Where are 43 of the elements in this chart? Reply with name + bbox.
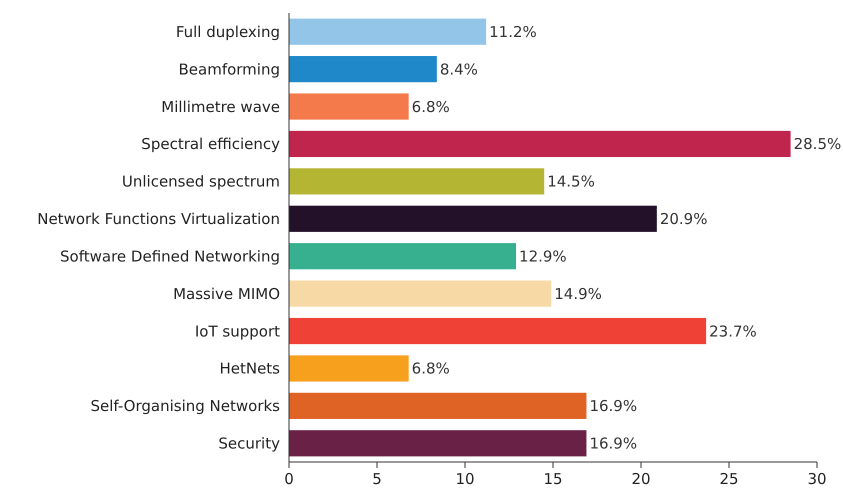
bar <box>289 130 791 158</box>
x-tick-label: 30 <box>807 470 827 488</box>
y-tick-label: Self-Organising Networks <box>90 397 280 416</box>
data-label: 6.8% <box>412 98 450 116</box>
bar <box>289 168 544 194</box>
x-tick-label: 10 <box>455 470 475 488</box>
data-label: 16.9% <box>589 397 638 416</box>
y-tick-label: Unlicensed spectrum <box>122 172 280 191</box>
bar <box>289 430 586 456</box>
x-tick-label: 25 <box>719 470 739 488</box>
y-tick-label: Millimetre wave <box>161 98 280 116</box>
y-tick-label: Spectral efficiency <box>141 135 280 154</box>
y-tick-label: HetNets <box>219 360 280 378</box>
data-label: 28.5% <box>794 135 842 154</box>
y-tick-label: Full duplexing <box>176 22 280 41</box>
data-label: 16.9% <box>589 434 638 453</box>
y-tick-label: IoT support <box>194 322 280 340</box>
bar <box>289 93 409 120</box>
data-label: 8.4% <box>440 60 478 78</box>
bar <box>289 318 706 344</box>
bar <box>289 243 516 270</box>
data-label: 14.5% <box>547 172 595 191</box>
x-tick-label: 5 <box>372 470 382 488</box>
x-tick-label: 15 <box>543 470 563 488</box>
bar <box>289 56 437 82</box>
bar <box>289 280 552 307</box>
bar <box>289 355 409 382</box>
data-label: 6.8% <box>412 360 450 378</box>
bar <box>289 206 657 232</box>
y-tick-label: Network Functions Virtualization <box>37 210 280 228</box>
data-label: 14.9% <box>554 284 602 303</box>
data-label: 20.9% <box>660 210 708 228</box>
y-tick-label: Massive MIMO <box>173 284 280 303</box>
data-label: 11.2% <box>489 22 537 41</box>
data-label: 23.7% <box>709 322 757 340</box>
bar <box>289 18 486 45</box>
bar <box>289 392 586 419</box>
data-label: 12.9% <box>519 247 567 266</box>
x-tick-label: 0 <box>284 470 294 488</box>
y-tick-label: Software Defined Networking <box>60 247 280 266</box>
y-tick-label: Beamforming <box>178 60 280 78</box>
y-tick-label: Security <box>218 434 280 453</box>
x-tick-label: 20 <box>631 470 651 488</box>
